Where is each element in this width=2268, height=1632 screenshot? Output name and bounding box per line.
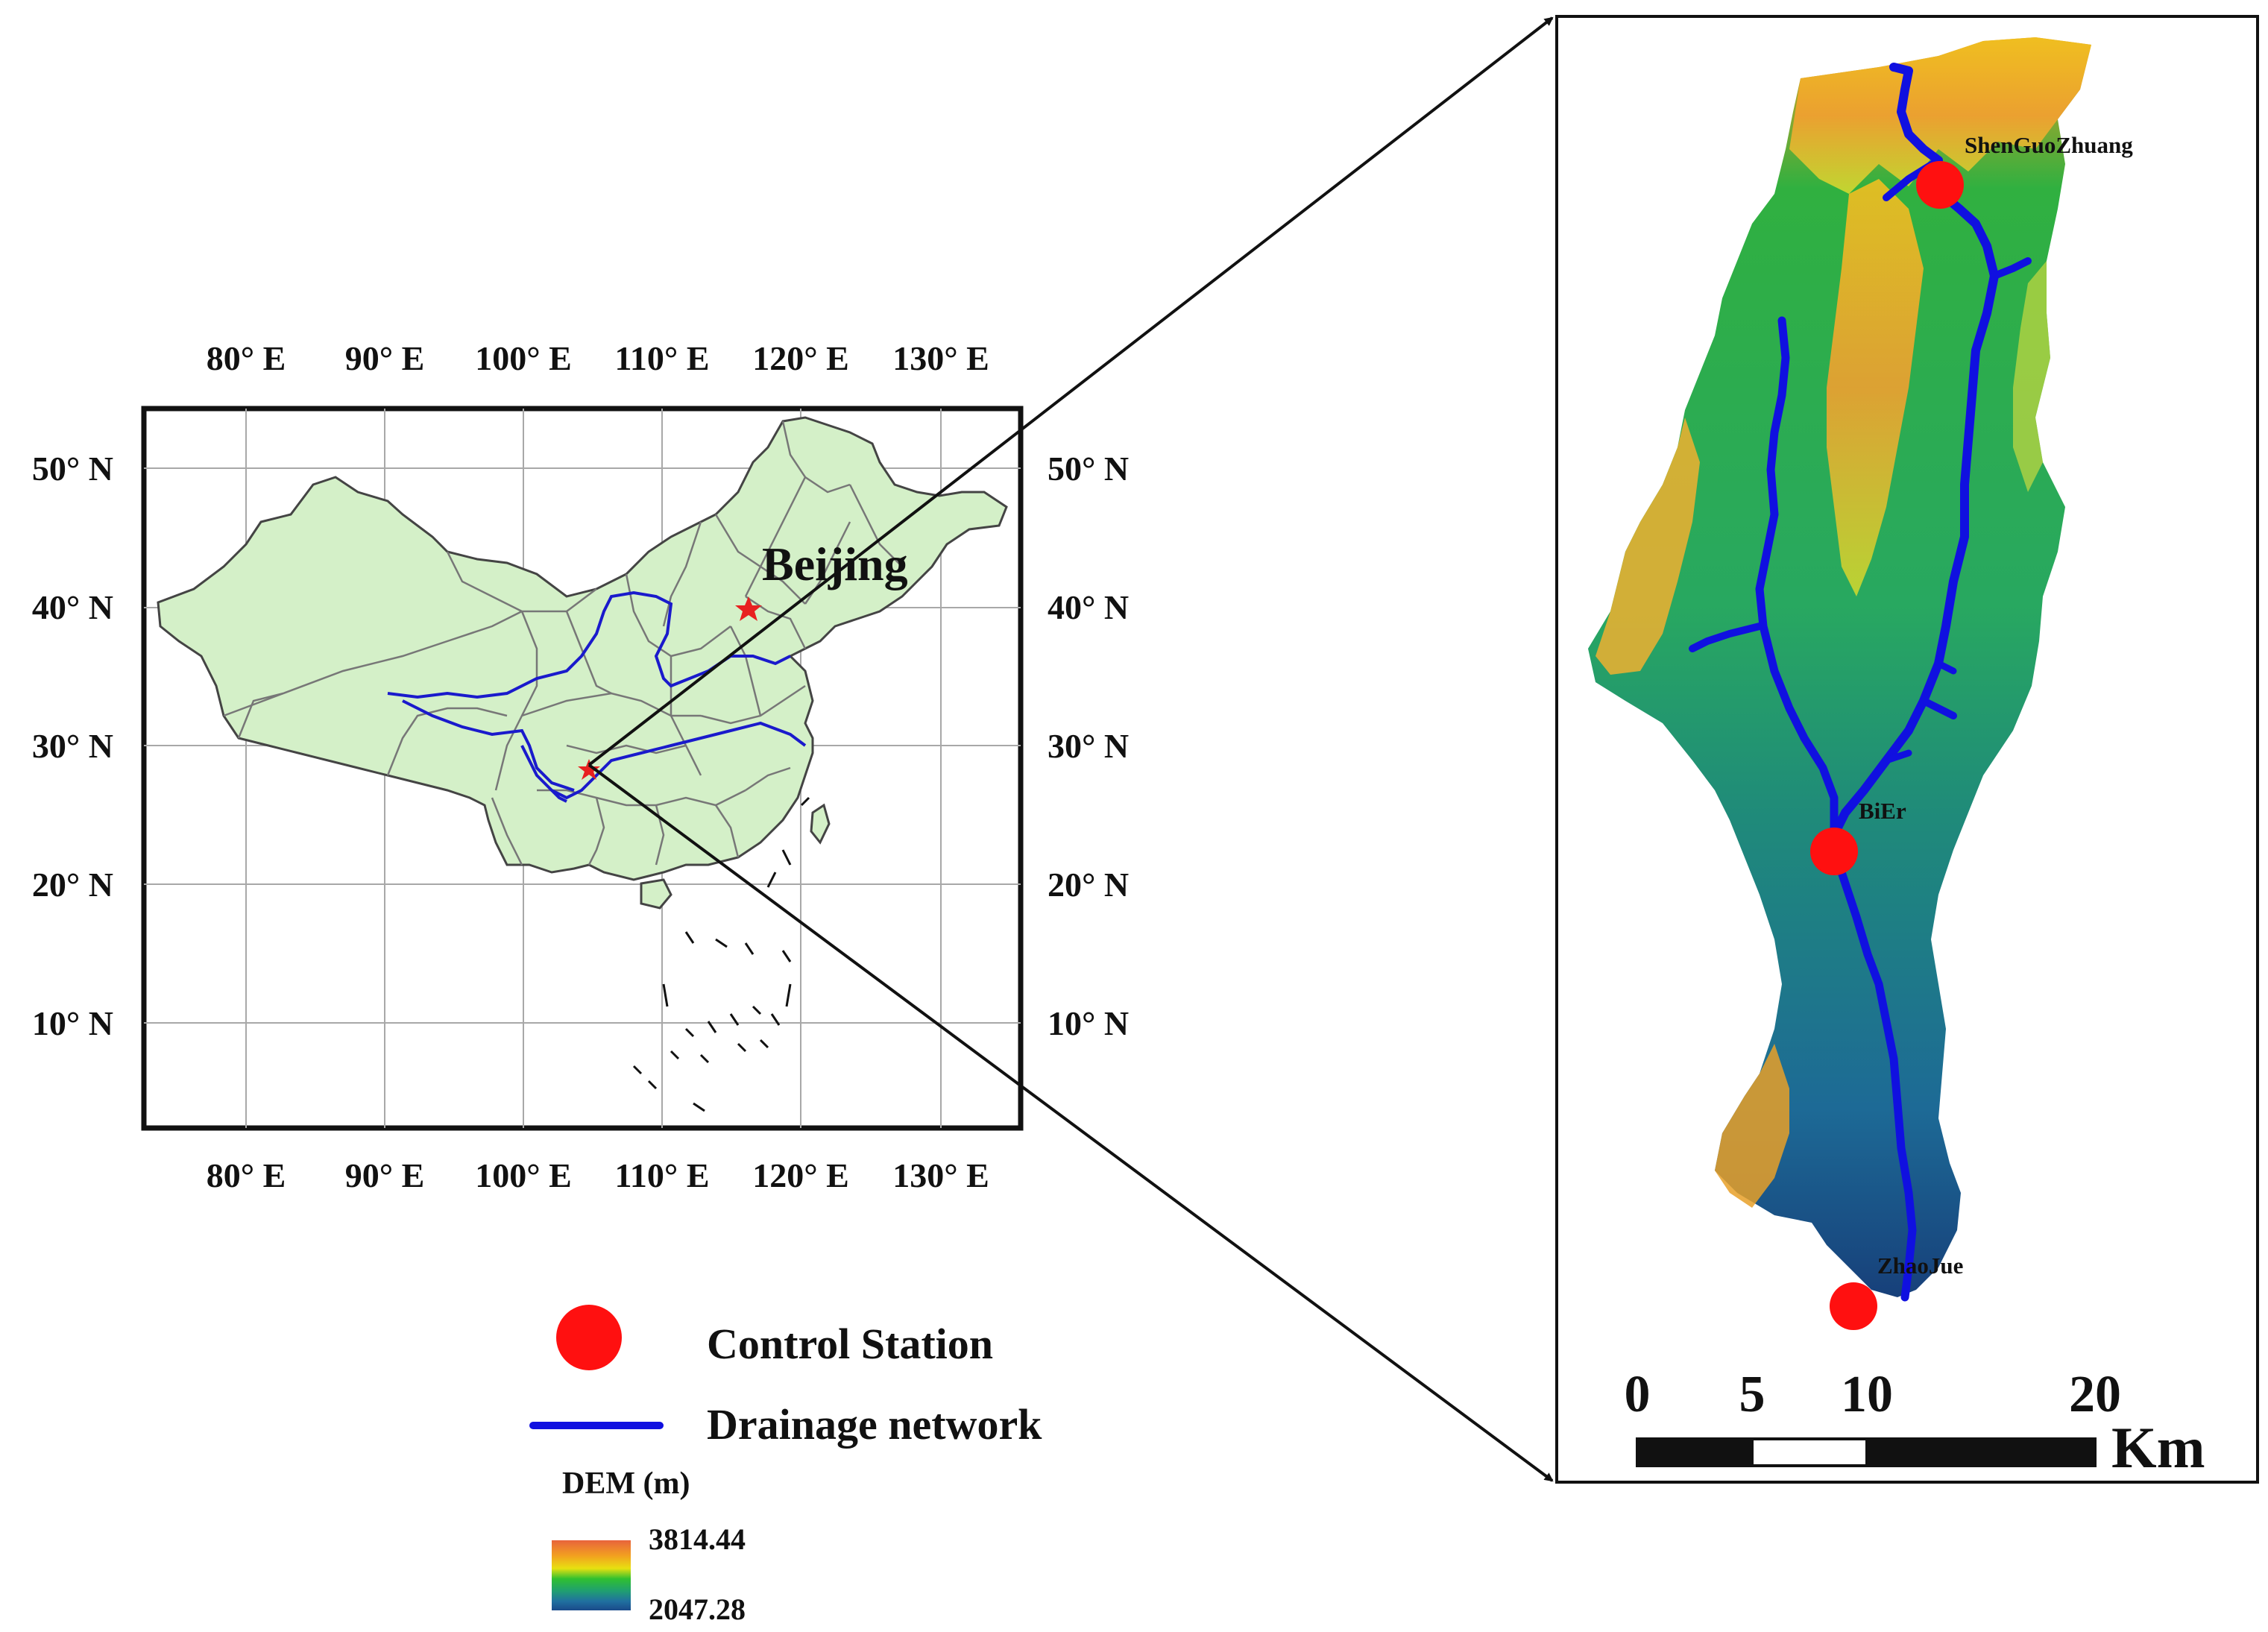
scale-bar: 0 5 10 20 Km — [1625, 1366, 2205, 1480]
connector-arrow-bottom — [588, 763, 1554, 1482]
inset-connectors — [588, 16, 1554, 1482]
scale-tick-5: 5 — [1739, 1366, 1765, 1423]
beijing-label: Beijing — [762, 538, 908, 590]
province-borders — [223, 420, 903, 866]
lon-label-top-110: 110° E — [614, 339, 709, 377]
lon-label-top-100: 100° E — [475, 339, 572, 377]
legend-control-station-icon — [556, 1305, 622, 1370]
lon-label-bottom-120: 120° E — [752, 1156, 849, 1194]
lat-label-right-40: 40° N — [1048, 588, 1129, 626]
hainan-island — [640, 878, 672, 910]
legend-drainage-label: Drainage network — [707, 1400, 1042, 1449]
lon-label-top-80: 80° E — [207, 339, 286, 377]
scale-tick-10: 10 — [1841, 1366, 1893, 1423]
lon-label-top-120: 120° E — [752, 339, 849, 377]
legend-dem-min: 2047.28 — [649, 1592, 746, 1626]
legend-dem-colorbar — [552, 1540, 631, 1610]
station-label-zhaojue: ZhaoJue — [1877, 1253, 1963, 1279]
south-china-sea-islands — [632, 796, 810, 1112]
lon-label-top-130: 130° E — [892, 339, 989, 377]
station-marker-zhaojue — [1830, 1282, 1877, 1330]
basin-dem — [1588, 37, 2091, 1297]
lon-label-bottom-130: 130° E — [892, 1156, 989, 1194]
overview-map: Beijing 80° E 90° — [32, 339, 1129, 1194]
scale-tick-20: 20 — [2069, 1366, 2121, 1423]
station-label-bier: BiEr — [1859, 798, 1906, 824]
legend-dem-max: 3814.44 — [649, 1522, 746, 1556]
lon-label-bottom-80: 80° E — [207, 1156, 286, 1194]
station-marker-shenguozhuang — [1916, 161, 1964, 209]
lat-label-left-40: 40° N — [32, 588, 113, 626]
lon-label-bottom-90: 90° E — [345, 1156, 425, 1194]
lat-label-right-30: 30° N — [1048, 727, 1129, 765]
basin-ridge-north — [1789, 37, 2091, 194]
scale-bar-segment-3 — [1865, 1437, 2097, 1467]
station-marker-bier — [1810, 828, 1858, 875]
lat-label-left-20: 20° N — [32, 866, 113, 904]
scale-bar-segment-2 — [1751, 1437, 1868, 1467]
basin-ridge-southwest — [1715, 1044, 1789, 1208]
lat-label-right-50: 50° N — [1048, 450, 1129, 488]
taiwan-island — [810, 803, 831, 845]
scale-bar-segment-1 — [1636, 1437, 1754, 1467]
scale-tick-0: 0 — [1625, 1366, 1651, 1423]
lat-label-left-10: 10° N — [32, 1004, 113, 1042]
lon-label-bottom-110: 110° E — [614, 1156, 709, 1194]
basin-ridge-center — [1827, 179, 1924, 596]
legend-control-station-label: Control Station — [707, 1320, 993, 1368]
lat-label-left-50: 50° N — [32, 450, 113, 488]
basin-map: ShenGuoZhuang BiEr ZhaoJue 0 5 10 20 Km — [1555, 15, 2259, 1484]
study-area-star-icon — [578, 759, 600, 780]
lat-label-right-10: 10° N — [1048, 1004, 1129, 1042]
basin-ridge-east — [2013, 261, 2050, 492]
beijing-star-icon — [735, 596, 762, 621]
lat-label-left-30: 30° N — [32, 727, 113, 765]
lat-label-right-20: 20° N — [1048, 866, 1129, 904]
lon-label-bottom-100: 100° E — [475, 1156, 572, 1194]
connector-arrow-top — [588, 16, 1554, 766]
station-label-shenguozhuang: ShenGuoZhuang — [1965, 132, 2133, 158]
legend-dem-title: DEM (m) — [562, 1466, 690, 1501]
lon-label-top-90: 90° E — [345, 339, 425, 377]
scale-unit: Km — [2111, 1415, 2205, 1480]
basin-ridge-west — [1596, 418, 1700, 675]
legend: Control Station Drainage network DEM (m)… — [529, 1305, 1042, 1626]
